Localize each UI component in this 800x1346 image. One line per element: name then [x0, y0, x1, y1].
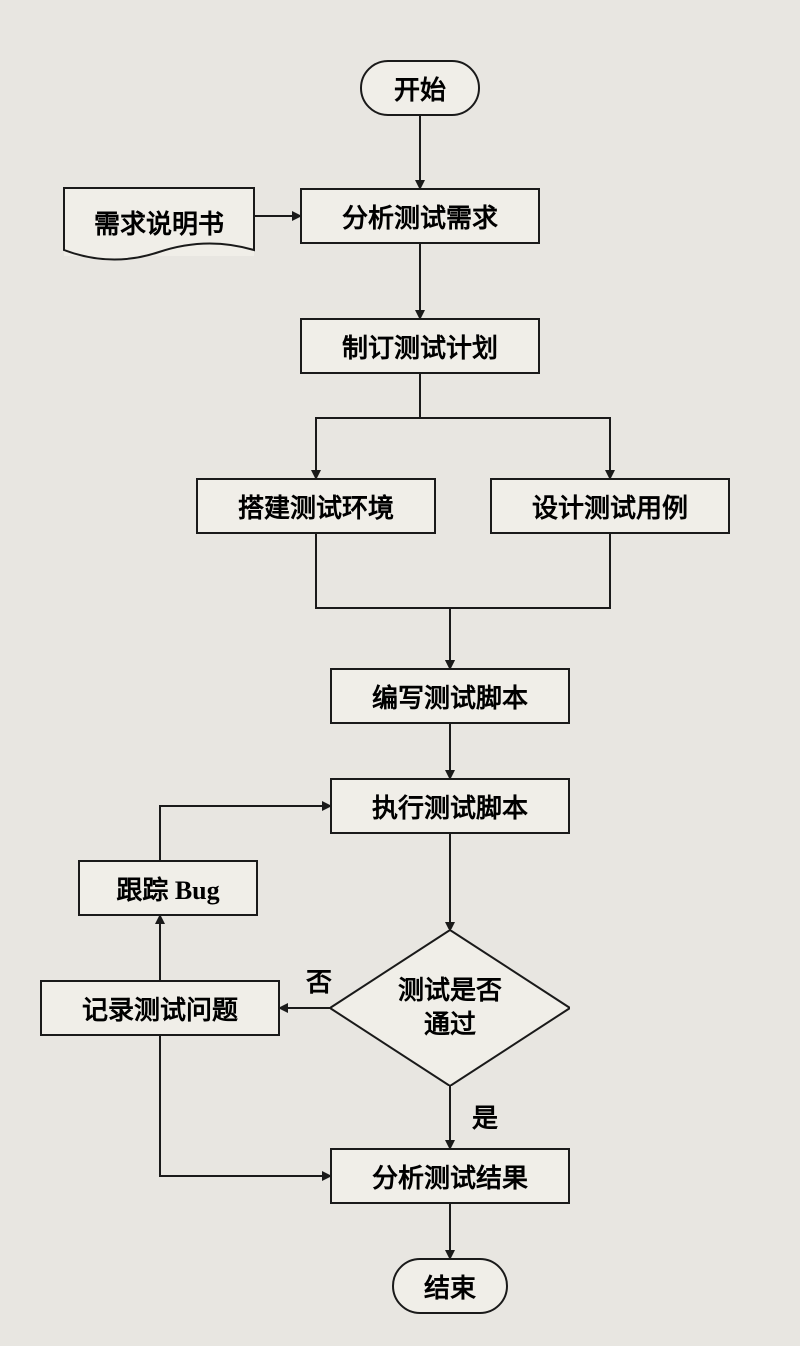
- analyze-label: 分析测试需求: [342, 198, 498, 235]
- process-analyze-result: 分析测试结果: [330, 1148, 570, 1204]
- edge-label-no: 否: [306, 962, 332, 999]
- process-write-script: 编写测试脚本: [330, 668, 570, 724]
- tcase-label: 设计测试用例: [532, 488, 688, 525]
- track-label: 跟踪 Bug: [116, 870, 219, 907]
- script-label: 编写测试脚本: [372, 678, 528, 715]
- process-run-script: 执行测试脚本: [330, 778, 570, 834]
- doc-label: 需求说明书: [94, 204, 224, 241]
- plan-label: 制订测试计划: [342, 328, 498, 365]
- record-label: 记录测试问题: [82, 990, 238, 1027]
- end-label: 结束: [424, 1268, 476, 1305]
- process-record-issue: 记录测试问题: [40, 980, 280, 1036]
- decision-label: 测试是否通过: [398, 974, 502, 1042]
- process-analyze-requirements: 分析测试需求: [300, 188, 540, 244]
- flowchart-canvas: 开始 需求说明书 分析测试需求 制订测试计划 搭建测试环境 设计测试用例 编写测…: [0, 0, 800, 1346]
- document-requirements: 需求说明书: [64, 188, 254, 256]
- terminator-start: 开始: [360, 60, 480, 116]
- process-design-cases: 设计测试用例: [490, 478, 730, 534]
- edge-label-yes: 是: [472, 1098, 498, 1135]
- exec-label: 执行测试脚本: [372, 788, 528, 825]
- process-build-env: 搭建测试环境: [196, 478, 436, 534]
- process-track-bug: 跟踪 Bug: [78, 860, 258, 916]
- decision-test-pass: 测试是否通过: [330, 930, 570, 1086]
- process-plan: 制订测试计划: [300, 318, 540, 374]
- env-label: 搭建测试环境: [238, 488, 394, 525]
- terminator-end: 结束: [392, 1258, 508, 1314]
- analyze2-label: 分析测试结果: [372, 1158, 528, 1195]
- start-label: 开始: [394, 70, 446, 107]
